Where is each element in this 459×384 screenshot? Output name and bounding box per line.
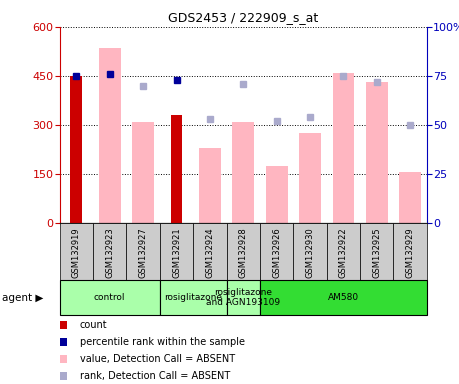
Bar xyxy=(70,76,82,223)
Text: rosiglitazone
and AGN193109: rosiglitazone and AGN193109 xyxy=(206,288,280,307)
Bar xyxy=(160,280,227,315)
Bar xyxy=(60,280,160,315)
Title: GDS2453 / 222909_s_at: GDS2453 / 222909_s_at xyxy=(168,11,319,24)
Text: AM580: AM580 xyxy=(328,293,359,302)
Bar xyxy=(232,121,254,223)
Text: GSM132919: GSM132919 xyxy=(72,227,81,278)
Bar xyxy=(260,280,427,315)
Bar xyxy=(366,83,388,223)
Bar xyxy=(299,133,321,223)
Bar xyxy=(333,73,354,223)
Text: GSM132929: GSM132929 xyxy=(406,227,414,278)
Text: agent ▶: agent ▶ xyxy=(2,293,44,303)
Text: rosiglitazone: rosiglitazone xyxy=(164,293,222,302)
Bar xyxy=(126,223,160,280)
Text: GSM132930: GSM132930 xyxy=(306,227,314,278)
Bar xyxy=(132,121,154,223)
Text: percentile rank within the sample: percentile rank within the sample xyxy=(80,337,245,347)
Text: control: control xyxy=(94,293,125,302)
Text: GSM132924: GSM132924 xyxy=(205,227,214,278)
Bar xyxy=(160,223,193,280)
Bar xyxy=(293,223,327,280)
Bar xyxy=(171,115,183,223)
Bar xyxy=(399,172,421,223)
Text: rank, Detection Call = ABSENT: rank, Detection Call = ABSENT xyxy=(80,371,230,381)
Bar xyxy=(227,223,260,280)
Text: GSM132921: GSM132921 xyxy=(172,227,181,278)
Text: GSM132926: GSM132926 xyxy=(272,227,281,278)
Text: GSM132927: GSM132927 xyxy=(139,227,148,278)
Bar xyxy=(199,148,221,223)
Bar xyxy=(327,223,360,280)
Bar xyxy=(93,223,126,280)
Text: GSM132922: GSM132922 xyxy=(339,227,348,278)
Bar xyxy=(266,166,287,223)
Bar xyxy=(227,280,260,315)
Text: value, Detection Call = ABSENT: value, Detection Call = ABSENT xyxy=(80,354,235,364)
Bar xyxy=(60,223,93,280)
Text: count: count xyxy=(80,320,107,330)
Bar xyxy=(193,223,227,280)
Bar xyxy=(99,48,121,223)
Text: GSM132923: GSM132923 xyxy=(105,227,114,278)
Bar xyxy=(260,223,293,280)
Text: GSM132928: GSM132928 xyxy=(239,227,248,278)
Text: GSM132925: GSM132925 xyxy=(372,227,381,278)
Bar xyxy=(360,223,393,280)
Bar xyxy=(393,223,427,280)
